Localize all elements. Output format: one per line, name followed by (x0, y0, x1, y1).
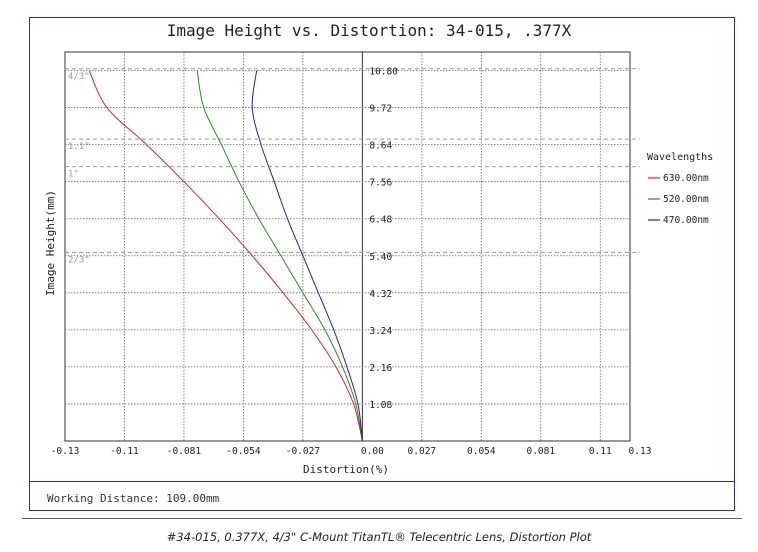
x-tick-label: -0.13 (51, 446, 80, 457)
x-tick-label: 0.11 (589, 446, 612, 457)
y-tick-label: 10.80 (369, 67, 398, 78)
footer-divider (29, 481, 735, 482)
sensor-marker-label: 2/3" (68, 255, 90, 265)
y-tick-label: 6.48 (369, 215, 392, 226)
caption-divider (22, 518, 742, 519)
sensor-marker-label: 4/3" (68, 72, 90, 82)
working-distance-label: Working Distance: 109.00mm (47, 492, 220, 505)
x-tick-label: 0.13 (629, 446, 652, 457)
x-tick-label: 0.054 (467, 446, 496, 457)
series-line (251, 70, 363, 442)
y-tick-label: 4.32 (369, 289, 392, 300)
plot-border (64, 51, 631, 442)
x-tick-label: -0.11 (110, 446, 139, 457)
x-tick-label: 0.027 (408, 446, 437, 457)
legend-label: 630.00nm (663, 173, 709, 184)
y-tick-label: 7.56 (369, 178, 392, 189)
legend-title: Wavelengths (647, 152, 713, 163)
x-tick-label: -0.027 (286, 446, 320, 457)
y-tick-label: 9.72 (369, 104, 392, 115)
x-tick-label: 0.081 (526, 446, 555, 457)
chart-frame (29, 17, 735, 511)
legend-label: 470.00nm (663, 215, 709, 226)
series-line (196, 70, 363, 442)
sensor-marker-label: 1" (68, 170, 79, 180)
legend-label: 520.00nm (663, 194, 709, 205)
chart-title: Image Height vs. Distortion: 34-015, .37… (167, 21, 572, 40)
series-line (88, 70, 363, 442)
y-tick-label: 8.64 (369, 141, 392, 152)
y-tick-label: 1.08 (369, 400, 392, 411)
x-tick-label: -0.081 (167, 446, 202, 457)
y-axis-label: Image Height(mm) (44, 190, 57, 296)
x-tick-label: -0.054 (226, 446, 261, 457)
x-axis-label: Distortion(%) (303, 463, 389, 476)
x-tick-label: 0.00 (361, 446, 384, 457)
figure-caption: #34-015, 0.377X, 4/3" C-Mount TitanTL® T… (166, 530, 592, 544)
sensor-marker-label: 1.1" (68, 142, 90, 152)
y-tick-label: 3.24 (369, 326, 392, 337)
y-tick-label: 5.40 (369, 252, 392, 263)
y-tick-label: 2.16 (369, 363, 392, 374)
